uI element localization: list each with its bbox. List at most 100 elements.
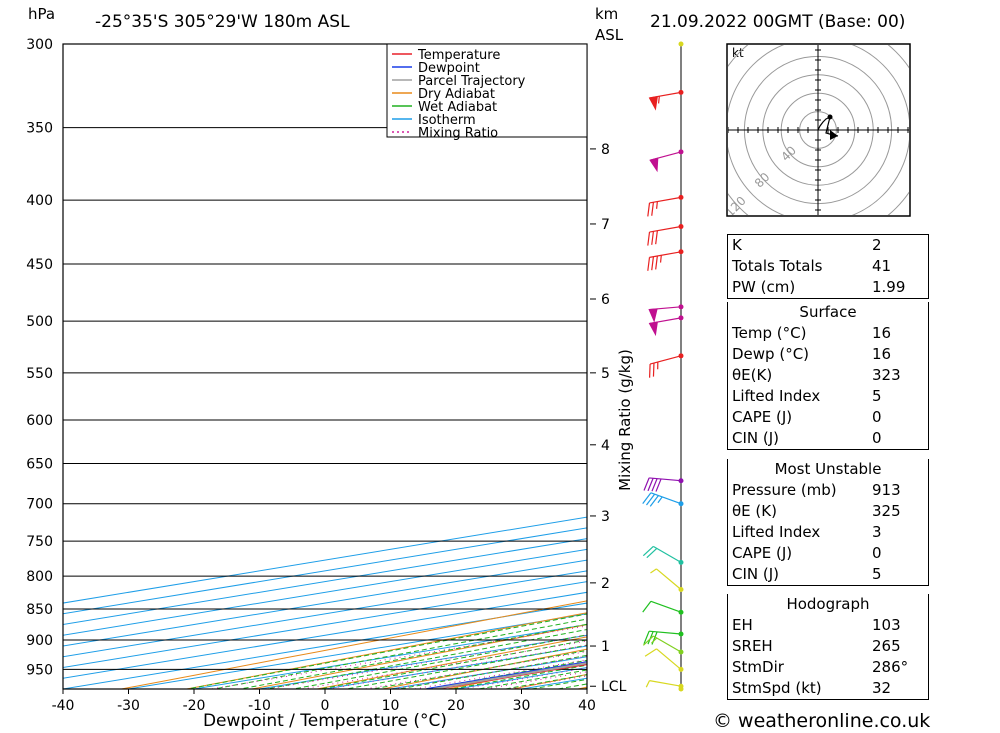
wind-barb-flag bbox=[642, 600, 652, 613]
wind-barb-staff bbox=[649, 680, 682, 687]
wet-adiabat-line bbox=[184, 613, 587, 689]
location-title: -25°35'S 305°29'W 180m ASL bbox=[95, 12, 350, 32]
wind-barb bbox=[648, 91, 682, 111]
source-link[interactable]: © weatheronline.co.uk bbox=[713, 710, 931, 732]
isotherm-line bbox=[63, 527, 587, 615]
pressure-tick-label: 450 bbox=[26, 257, 53, 273]
isotherm-line bbox=[63, 516, 587, 604]
isotherm-line bbox=[63, 548, 587, 636]
wind-barb-half-flag bbox=[656, 201, 658, 209]
wind-barb-flag bbox=[647, 231, 651, 246]
skewt-grid bbox=[63, 26, 1000, 698]
hodo-value: 32 bbox=[872, 679, 892, 697]
wind-barb bbox=[647, 225, 682, 246]
x-tick-label: 0 bbox=[321, 698, 330, 714]
index-label: PW (cm) bbox=[732, 278, 796, 296]
surface-row: Dewp (°C) 16 bbox=[728, 344, 928, 365]
surface-value: 5 bbox=[872, 387, 882, 405]
mu-value: 325 bbox=[872, 502, 901, 520]
pressure-tick-label: 750 bbox=[26, 534, 53, 550]
x-tick-label: 40 bbox=[578, 698, 596, 714]
surface-value: 16 bbox=[872, 324, 892, 342]
wind-barb bbox=[644, 648, 682, 670]
legend-entry: Mixing Ratio bbox=[418, 126, 498, 141]
index-value: 1.99 bbox=[872, 278, 906, 296]
most-unstable-table: Most Unstable Pressure (mb) 913 θE (K) 325… bbox=[727, 459, 929, 586]
wind-barb-column bbox=[642, 41, 684, 692]
wind-barb-flag bbox=[655, 230, 658, 245]
wind-barb-half-flag bbox=[657, 96, 660, 104]
mu-label: θE (K) bbox=[732, 502, 777, 520]
mu-value: 5 bbox=[872, 565, 882, 583]
pressure-tick-label: 300 bbox=[26, 37, 53, 53]
index-row-totals: Totals Totals 41 bbox=[728, 256, 928, 277]
legend-entry: Dewpoint bbox=[418, 61, 480, 76]
height-tick-label: 1 bbox=[601, 639, 610, 655]
surface-value: 0 bbox=[872, 408, 882, 426]
wind-level-dot bbox=[678, 478, 684, 484]
wind-barb-flag bbox=[646, 493, 656, 506]
wind-barb-flag bbox=[651, 202, 655, 216]
hodograph-table: Hodograph EH 103 SREH 265 StmDir 286° StmSp… bbox=[727, 594, 929, 700]
legend-entry: Temperature bbox=[417, 48, 500, 63]
pressure-tick-label: 850 bbox=[26, 602, 53, 618]
hodo-label: SREH bbox=[732, 637, 773, 655]
wind-level-dot bbox=[678, 249, 684, 255]
wind-barb-flag bbox=[646, 547, 658, 559]
mu-label: Pressure (mb) bbox=[732, 481, 837, 499]
pressure-unit: hPa bbox=[28, 5, 55, 23]
wind-barb bbox=[645, 680, 682, 688]
wind-level-dot bbox=[678, 149, 684, 155]
datetime-title: 21.09.2022 00GMT (Base: 00) bbox=[650, 12, 905, 32]
mu-row: CIN (J) 5 bbox=[728, 564, 928, 585]
index-row-pw: PW (cm) 1.99 bbox=[728, 277, 928, 298]
x-tick-label: -10 bbox=[248, 698, 271, 714]
wind-barb-staff bbox=[656, 648, 682, 670]
mu-row: Pressure (mb) 913 bbox=[728, 480, 928, 501]
wind-barb-pennant bbox=[648, 308, 658, 323]
surface-title: Surface bbox=[799, 303, 857, 321]
pressure-tick-label: 600 bbox=[26, 413, 53, 429]
x-tick-label: 20 bbox=[447, 698, 465, 714]
wind-barb-flag bbox=[651, 231, 655, 245]
wind-barb-pennant bbox=[649, 157, 659, 173]
wind-barb-half-flag bbox=[645, 680, 651, 688]
surface-row: Temp (°C) 16 bbox=[728, 323, 928, 344]
pressure-tick-label: 350 bbox=[26, 121, 53, 137]
isotherm-line bbox=[63, 570, 587, 658]
wind-barb bbox=[642, 600, 682, 613]
dry-adiabat-line bbox=[118, 600, 587, 689]
hodo-row: SREH 265 bbox=[728, 636, 928, 657]
hodo-value: 265 bbox=[872, 637, 901, 655]
x-tick-label: -30 bbox=[117, 698, 140, 714]
most-unstable-title: Most Unstable bbox=[774, 460, 882, 478]
dry-adiabat-line bbox=[249, 624, 587, 689]
index-label: K bbox=[732, 236, 742, 254]
dry-adiabat-line bbox=[930, 26, 1000, 698]
pressure-tick-label: 400 bbox=[26, 193, 53, 209]
wind-level-dot bbox=[678, 315, 684, 321]
surface-value: 0 bbox=[872, 429, 882, 447]
wind-barb-flag bbox=[649, 495, 659, 507]
dry-adiabat-line bbox=[996, 26, 1000, 698]
surface-table: Surface Temp (°C) 16 Dewp (°C) 16 θE(K) 323… bbox=[727, 302, 929, 450]
surface-label: Temp (°C) bbox=[732, 324, 807, 342]
hodo-row: StmDir 286° bbox=[728, 657, 928, 678]
surface-value: 16 bbox=[872, 345, 892, 363]
hodo-value: 103 bbox=[872, 616, 901, 634]
isotherm-line bbox=[63, 538, 587, 626]
wind-barb bbox=[647, 196, 682, 217]
legend-box bbox=[386, 43, 588, 138]
wind-barb-half-flag bbox=[659, 255, 662, 263]
hodograph-unit: kt bbox=[732, 46, 744, 60]
wind-barb-staff bbox=[649, 225, 682, 233]
pressure-tick-label: 500 bbox=[26, 314, 53, 330]
wind-barb-pennant bbox=[648, 95, 658, 111]
storm-motion-arrow bbox=[830, 130, 838, 140]
x-axis-label: Dewpoint / Temperature (°C) bbox=[203, 711, 447, 731]
pressure-tick-label: 700 bbox=[26, 497, 53, 513]
wind-barb-staff bbox=[650, 600, 682, 613]
legend-entry: Parcel Trajectory bbox=[418, 74, 526, 89]
